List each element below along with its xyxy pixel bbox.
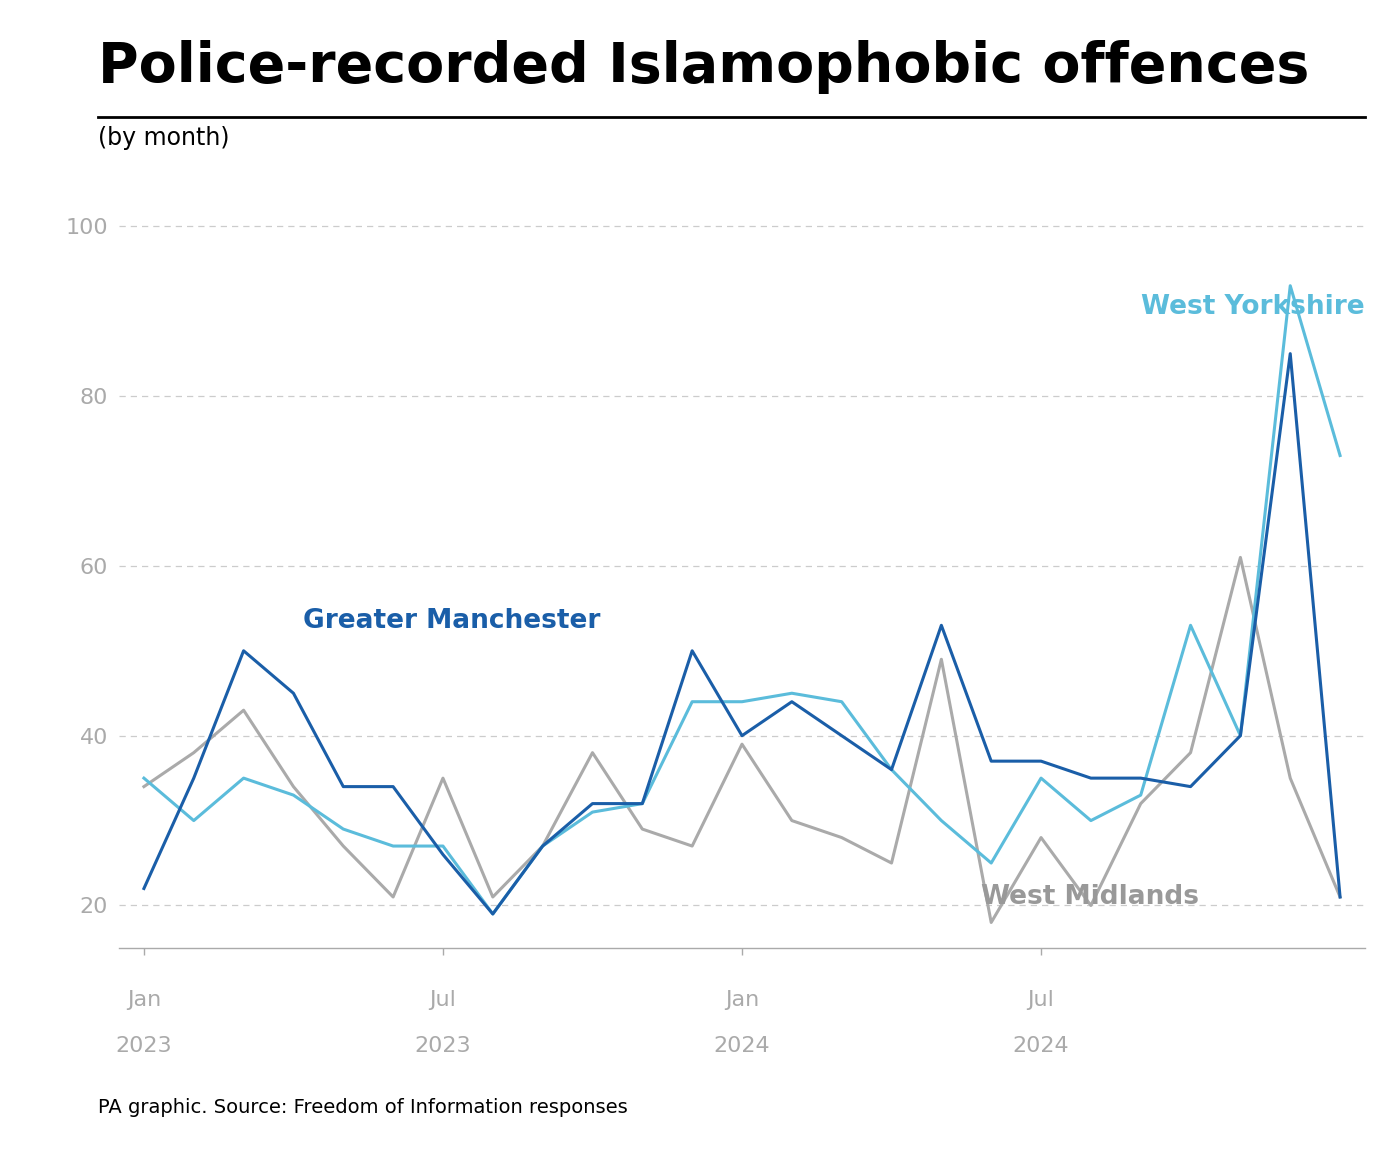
Text: Jul: Jul	[1028, 990, 1054, 1010]
Text: 2023: 2023	[116, 1035, 172, 1056]
Text: 2024: 2024	[1012, 1035, 1070, 1056]
Text: (by month): (by month)	[98, 126, 230, 151]
Text: Jan: Jan	[725, 990, 759, 1010]
Text: Jan: Jan	[127, 990, 161, 1010]
Text: Police-recorded Islamophobic offences: Police-recorded Islamophobic offences	[98, 40, 1309, 94]
Text: West Yorkshire: West Yorkshire	[1141, 294, 1365, 321]
Text: 2023: 2023	[414, 1035, 472, 1056]
Text: PA graphic. Source: Freedom of Information responses: PA graphic. Source: Freedom of Informati…	[98, 1097, 627, 1117]
Text: Jul: Jul	[430, 990, 456, 1010]
Text: 2024: 2024	[714, 1035, 770, 1056]
Text: West Midlands: West Midlands	[981, 885, 1200, 910]
Text: Greater Manchester: Greater Manchester	[304, 608, 601, 634]
